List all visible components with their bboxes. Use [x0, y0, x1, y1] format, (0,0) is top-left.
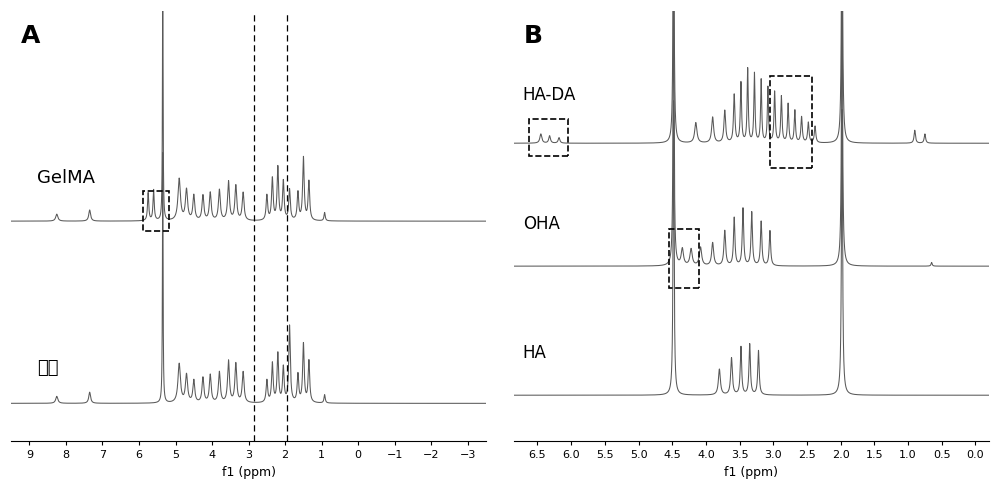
Text: HA: HA — [523, 344, 547, 362]
Bar — [770, 75, 812, 168]
Bar — [669, 229, 699, 288]
Text: GelMA: GelMA — [37, 169, 95, 187]
Bar — [529, 119, 568, 155]
Text: OHA: OHA — [523, 215, 560, 233]
Bar — [143, 191, 169, 231]
Text: 明胶: 明胶 — [37, 359, 58, 377]
Text: B: B — [523, 24, 542, 48]
X-axis label: f1 (ppm): f1 (ppm) — [222, 466, 276, 479]
Text: A: A — [21, 24, 40, 48]
X-axis label: f1 (ppm): f1 (ppm) — [724, 466, 778, 479]
Text: HA-DA: HA-DA — [523, 86, 576, 104]
